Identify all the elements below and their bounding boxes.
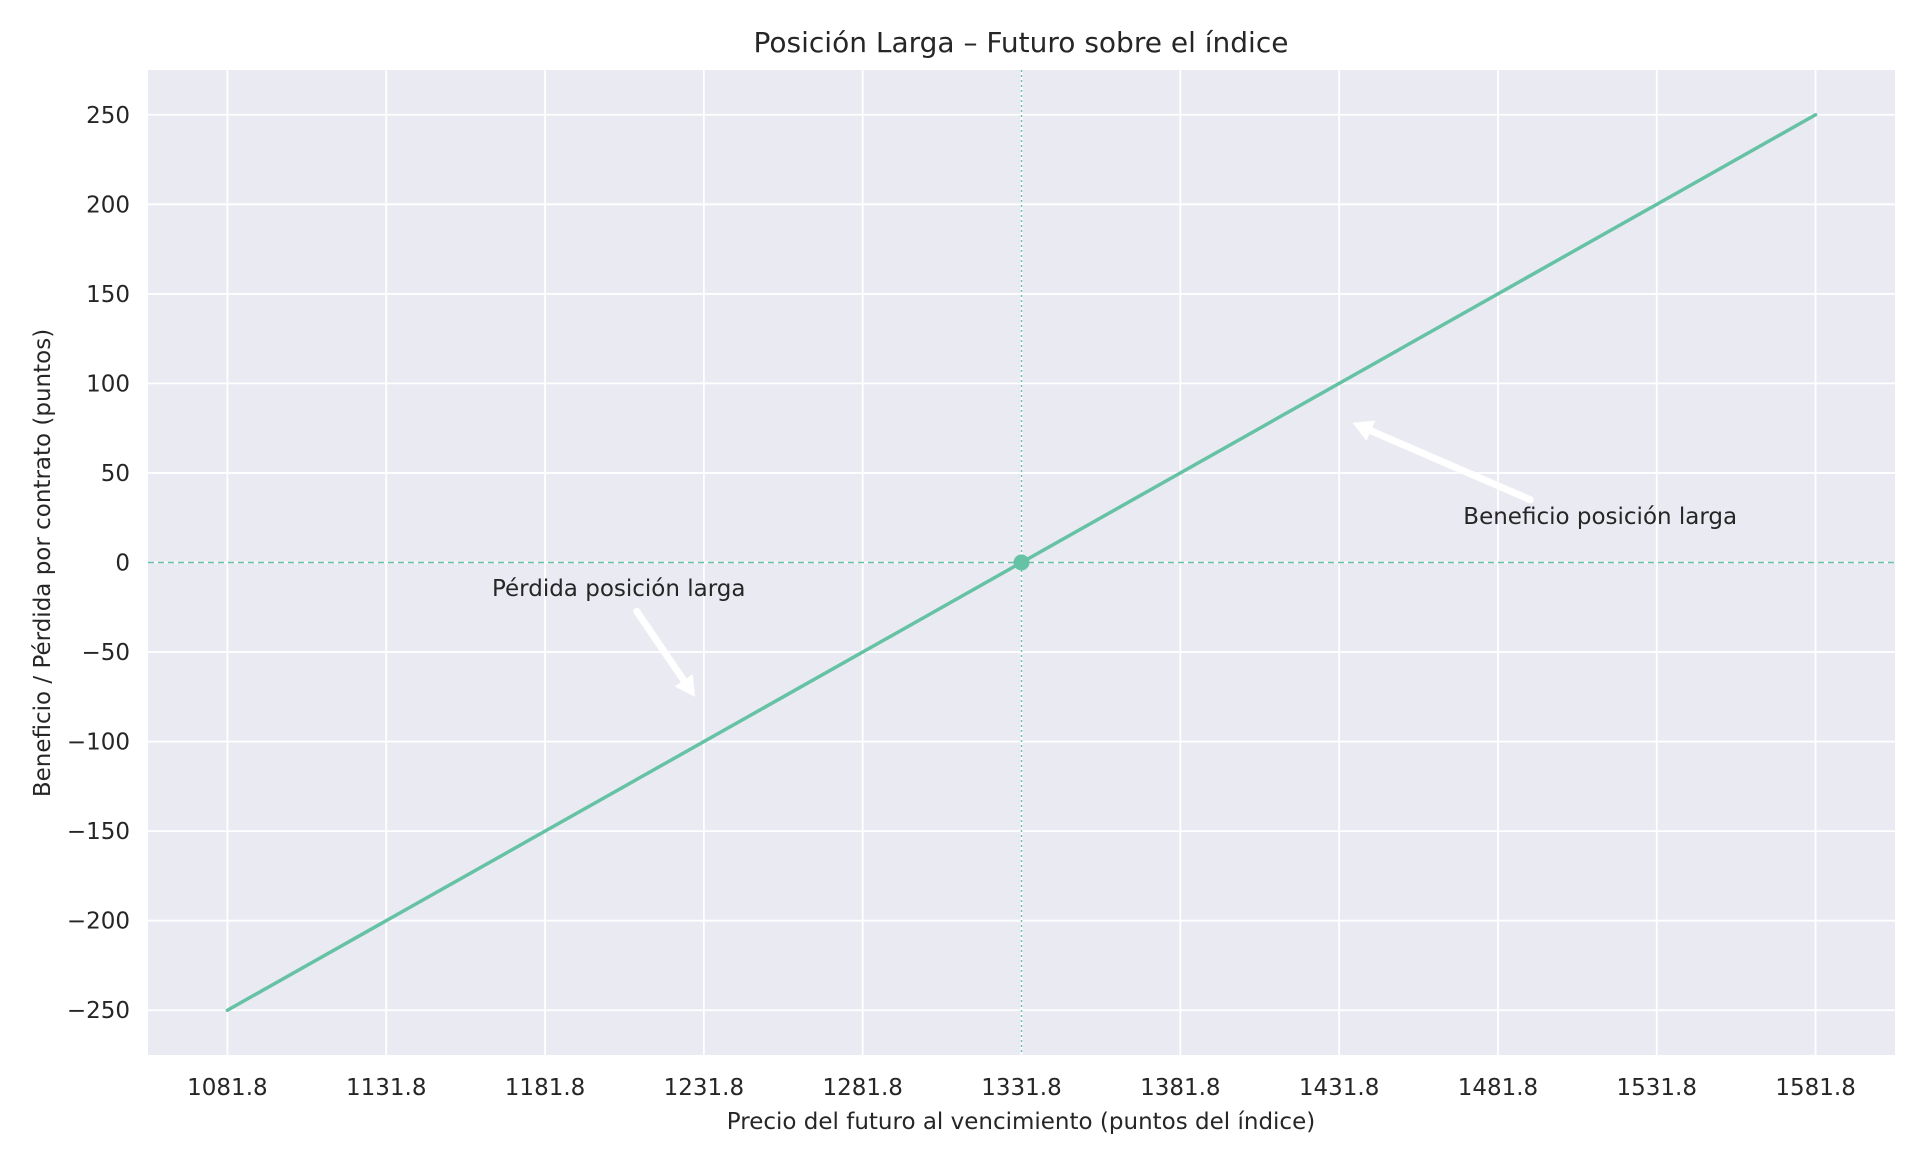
x-tick-label: 1181.8 — [505, 1075, 585, 1101]
annotation-arrow-shaft — [633, 607, 688, 684]
x-tick-label: 1081.8 — [187, 1075, 267, 1101]
x-tick-label: 1331.8 — [981, 1075, 1061, 1101]
chart-title: Posición Larga – Futuro sobre el índice — [754, 26, 1289, 59]
x-tick-label: 1381.8 — [1140, 1075, 1220, 1101]
x-tick-label: 1531.8 — [1617, 1075, 1697, 1101]
annotation-arrow-head — [1352, 420, 1376, 441]
x-tick-labels: 1081.8 1131.8 1181.8 1231.8 1281.8 1331.8 1381… — [187, 1075, 1856, 1101]
annotation-arrow-shaft — [1367, 427, 1534, 504]
y-tick-labels: 250 200 150 100 50 0 −50 −100 −150 −200 −250 — [67, 103, 130, 1024]
annotations: Beneficio posición larga Pérdida posición… — [492, 420, 1737, 697]
x-axis-label: Precio del futuro al vencimiento (puntos… — [727, 1109, 1315, 1135]
y-tick-label: −150 — [67, 819, 130, 845]
series-layer — [225, 113, 1818, 1012]
y-tick-label: −200 — [67, 909, 130, 935]
breakeven-point — [1013, 554, 1030, 571]
x-tick-label: 1281.8 — [822, 1075, 902, 1101]
x-tick-label: 1481.8 — [1458, 1075, 1538, 1101]
y-tick-label: 100 — [86, 371, 130, 397]
x-tick-label: 1131.8 — [346, 1075, 426, 1101]
y-tick-label: −50 — [81, 640, 130, 666]
x-tick-label: 1431.8 — [1299, 1075, 1379, 1101]
annotation-arrow-head — [674, 674, 695, 697]
y-tick-label: −250 — [67, 998, 130, 1024]
y-tick-label: 150 — [86, 282, 130, 308]
y-tick-label: −100 — [67, 730, 130, 756]
y-tick-label: 200 — [86, 192, 130, 218]
y-tick-label: 0 — [115, 551, 130, 577]
x-tick-label: 1231.8 — [664, 1075, 744, 1101]
y-tick-label: 250 — [86, 103, 130, 129]
y-tick-label: 50 — [101, 461, 130, 487]
annotation-label: Beneficio posición larga — [1463, 504, 1737, 530]
annotation-label: Pérdida posición larga — [492, 576, 746, 602]
x-tick-label: 1581.8 — [1775, 1075, 1855, 1101]
y-axis-label: Beneficio / Pérdida por contrato (puntos… — [30, 329, 56, 797]
